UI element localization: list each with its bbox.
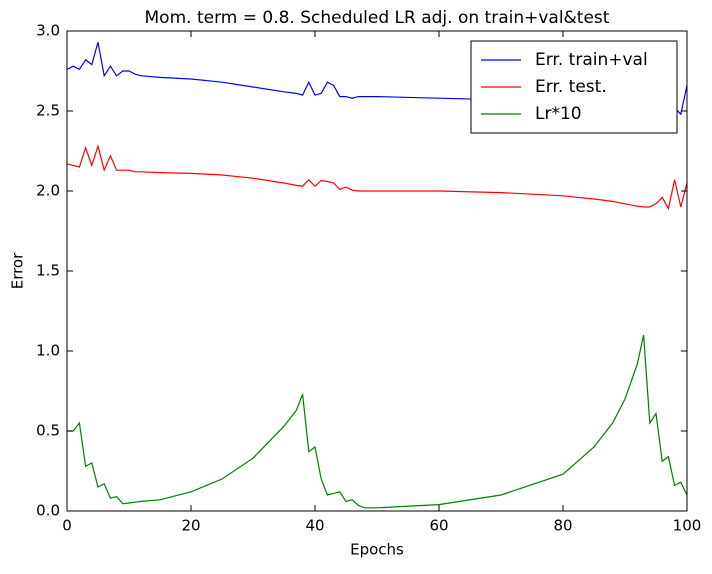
y-tick-label: 2.0 bbox=[36, 182, 60, 200]
legend-label: Lr*10 bbox=[535, 104, 582, 124]
y-axis-label: Error bbox=[9, 252, 27, 289]
legend-label: Err. train+val bbox=[535, 50, 648, 70]
legend: Err. train+val Err. test. Lr*10 bbox=[470, 40, 678, 134]
y-tick-label: 0.5 bbox=[36, 422, 60, 440]
y-tick-label: 1.0 bbox=[36, 342, 60, 360]
legend-label: Err. test. bbox=[535, 77, 607, 97]
x-axis-label: Epochs bbox=[350, 541, 404, 559]
chart-title: Mom. term = 0.8. Scheduled LR adj. on tr… bbox=[145, 8, 610, 28]
data-line bbox=[67, 334, 688, 509]
data-line bbox=[66, 144, 688, 211]
y-tick-label: 3.0 bbox=[36, 22, 60, 40]
x-tick-label: 20 bbox=[181, 517, 200, 535]
x-tick-label: 80 bbox=[553, 517, 572, 535]
x-tick-label: 60 bbox=[429, 517, 448, 535]
y-tick-label: 1.5 bbox=[36, 262, 60, 280]
y-tick-label: 2.5 bbox=[36, 102, 60, 120]
x-tick-label: 40 bbox=[305, 517, 324, 535]
x-tick-label: 0 bbox=[62, 517, 72, 535]
y-tick-label: 0.0 bbox=[36, 502, 60, 520]
x-tick-label: 100 bbox=[673, 517, 702, 535]
